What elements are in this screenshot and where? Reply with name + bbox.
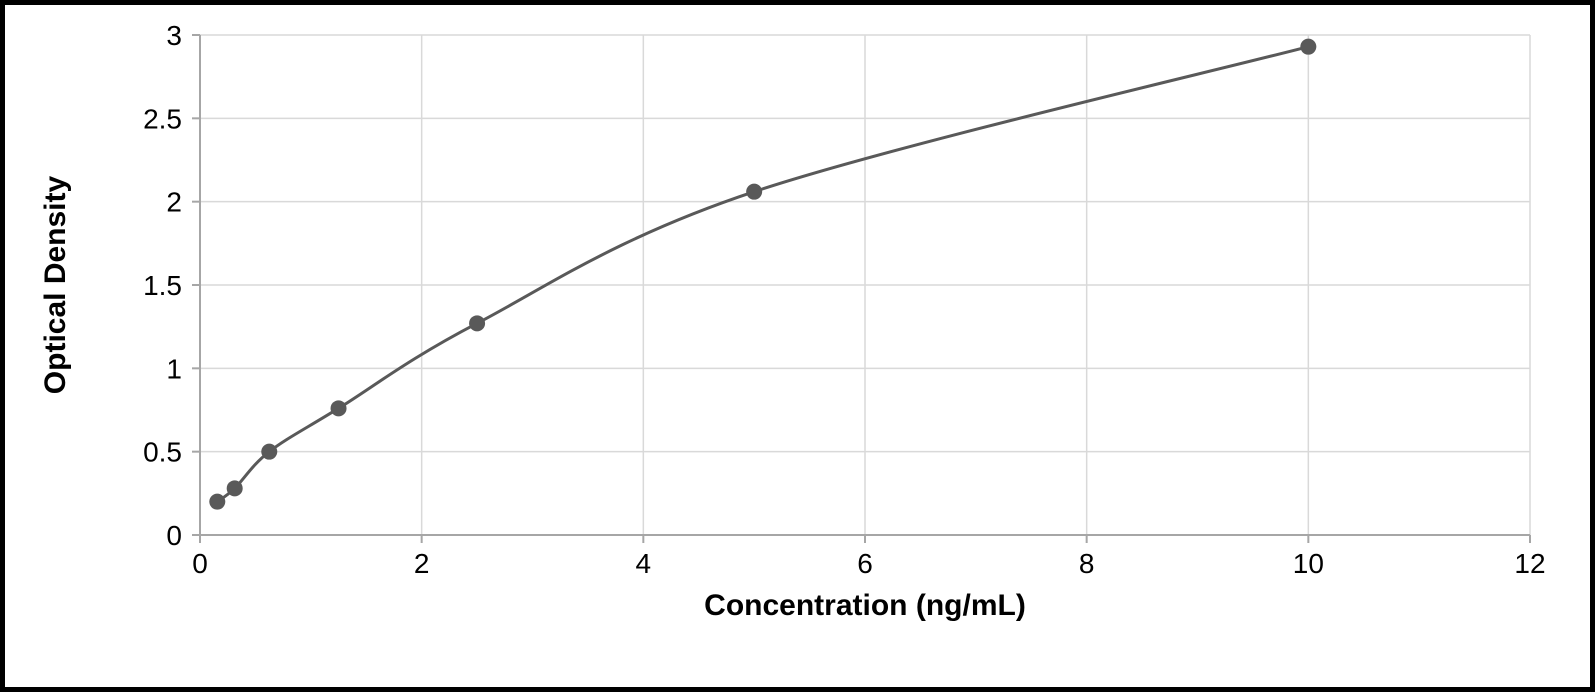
y-tick-label: 0: [166, 520, 182, 551]
data-point: [1300, 39, 1316, 55]
chart-bg: [5, 5, 1590, 687]
data-point: [261, 444, 277, 460]
x-tick-label: 2: [414, 548, 430, 579]
chart-svg: 0 2 4 6 8 10 12 0 0.5 1 1.5 2 2.5 3 Concentration (ng/…: [5, 5, 1590, 687]
data-point: [331, 400, 347, 416]
y-tick-label: 0.5: [143, 437, 182, 468]
y-tick-label: 1.5: [143, 270, 182, 301]
data-point: [209, 494, 225, 510]
x-axis-title: Concentration (ng/mL): [704, 589, 1026, 622]
x-tick-label: 4: [636, 548, 652, 579]
x-tick-label: 0: [192, 548, 208, 579]
data-point: [746, 184, 762, 200]
y-axis-title: Optical Density: [39, 175, 72, 394]
x-tick-label: 8: [1079, 548, 1095, 579]
y-tick-label: 1: [166, 353, 182, 384]
x-tick-label: 10: [1293, 548, 1324, 579]
data-point: [469, 315, 485, 331]
chart-frame: 0 2 4 6 8 10 12 0 0.5 1 1.5 2 2.5 3 Concentration (ng/…: [0, 0, 1595, 692]
x-tick-label: 12: [1514, 548, 1545, 579]
data-point: [227, 480, 243, 496]
y-tick-label: 2.5: [143, 103, 182, 134]
x-tick-label: 6: [857, 548, 873, 579]
y-tick-label: 2: [166, 187, 182, 218]
y-tick-label: 3: [166, 20, 182, 51]
